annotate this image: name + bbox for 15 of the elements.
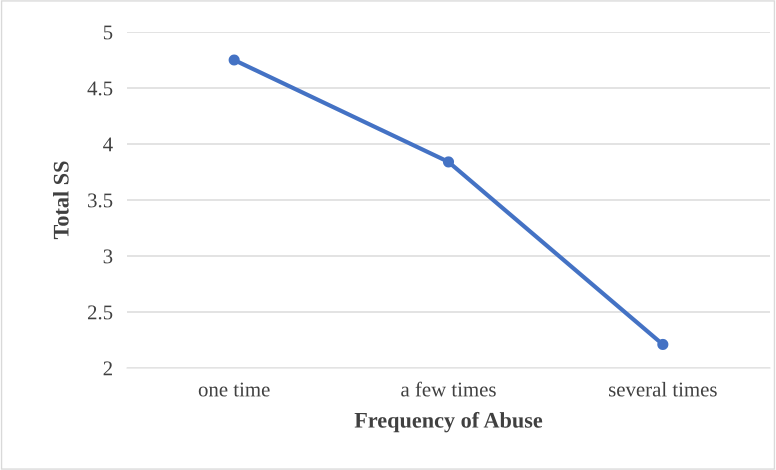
y-tick-label: 5 xyxy=(104,26,112,40)
point xyxy=(657,338,668,350)
y-tick-label: 3.5 xyxy=(88,193,112,208)
point xyxy=(228,54,240,66)
x-tick-label: several times xyxy=(609,382,717,397)
point xyxy=(442,156,454,168)
x-axis-title: Frequency of Abuse xyxy=(354,412,542,432)
y-tick-label: 3 xyxy=(104,249,112,264)
x-tick-label: one time xyxy=(198,382,270,397)
y-tick-label: 4 xyxy=(103,138,113,152)
y-tick-label: 2.5 xyxy=(88,305,112,320)
x-tick-label: a few times xyxy=(401,382,496,397)
y-axis-title: Total SS xyxy=(53,162,69,240)
y-tick-label: 2 xyxy=(104,361,112,376)
y-tick-label: 4.5 xyxy=(87,82,112,96)
